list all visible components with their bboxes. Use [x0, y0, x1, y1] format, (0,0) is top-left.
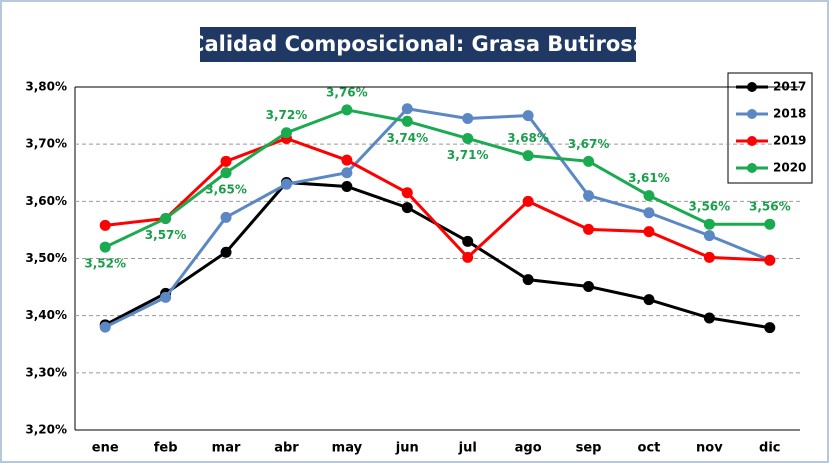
point — [522, 150, 534, 162]
value-label: 3,76% — [326, 85, 368, 99]
point — [462, 112, 474, 124]
point — [220, 211, 232, 223]
x-tick-label: ago — [515, 441, 542, 456]
title-box — [200, 27, 636, 62]
point — [764, 218, 776, 230]
value-label: 3,56% — [749, 200, 791, 214]
point — [703, 218, 715, 230]
legend-box — [727, 72, 813, 184]
point — [643, 226, 655, 238]
value-label: 3,68% — [507, 131, 549, 145]
point — [220, 155, 232, 167]
x-tick-label: nov — [696, 441, 723, 456]
point — [583, 281, 595, 293]
point — [764, 322, 776, 334]
value-label: 3,71% — [447, 148, 489, 162]
point — [583, 223, 595, 235]
y-tick-label: 3,40% — [25, 308, 67, 322]
value-label: 3,74% — [386, 131, 428, 145]
point — [99, 241, 111, 253]
point — [160, 291, 172, 303]
point — [341, 154, 353, 166]
point — [99, 219, 111, 231]
point — [341, 104, 353, 116]
value-label: 3,65% — [205, 182, 247, 196]
point — [160, 212, 172, 224]
value-label: 3,57% — [145, 228, 187, 242]
legend-marker — [747, 163, 757, 173]
point — [462, 132, 474, 144]
y-tick-label: 3,20% — [25, 423, 67, 437]
value-label: 3,56% — [689, 200, 731, 214]
point — [643, 190, 655, 202]
y-tick-label: 3,70% — [25, 137, 67, 151]
point — [522, 110, 534, 122]
y-tick-label: 3,60% — [25, 194, 67, 208]
x-tick-label: ene — [92, 441, 119, 456]
x-tick-label: sep — [576, 441, 602, 456]
point — [522, 274, 534, 286]
point — [280, 178, 292, 190]
value-label: 3,67% — [568, 137, 610, 151]
y-tick-label: 3,50% — [25, 251, 67, 265]
point — [583, 190, 595, 202]
series-line — [104, 107, 771, 329]
y-tick-label: 3,80% — [25, 80, 67, 94]
series-line — [105, 136, 770, 262]
point — [703, 230, 715, 242]
legend-marker — [747, 136, 757, 146]
legend-marker — [747, 109, 757, 119]
point — [401, 187, 413, 199]
x-tick-label: mar — [212, 441, 241, 456]
legend-marker — [747, 82, 757, 92]
point — [462, 235, 474, 247]
point — [341, 180, 353, 192]
legend-label: 2017 — [773, 80, 806, 94]
point — [401, 115, 413, 127]
legend-label: 2018 — [773, 107, 806, 121]
x-tick-label: oct — [638, 441, 661, 456]
x-tick-label: feb — [154, 441, 178, 456]
point — [220, 167, 232, 179]
value-label: 3,72% — [266, 108, 308, 122]
point — [764, 254, 776, 266]
legend-label: 2019 — [773, 134, 806, 148]
value-label: 3,52% — [84, 257, 126, 271]
point — [220, 246, 232, 258]
point — [341, 167, 353, 179]
point — [703, 251, 715, 263]
x-tick-label: abr — [274, 441, 299, 456]
value-label: 3,61% — [628, 171, 670, 185]
x-tick-label: jul — [458, 441, 477, 456]
point — [99, 321, 111, 333]
y-tick-label: 3,30% — [25, 365, 67, 379]
point — [643, 294, 655, 306]
legend-label: 2020 — [773, 161, 806, 175]
chart-title: Calidad Composicional: Grasa Butirosa — [189, 32, 647, 56]
point — [583, 155, 595, 167]
x-tick-label: may — [332, 441, 363, 456]
point — [643, 207, 655, 219]
point — [401, 103, 413, 115]
point — [401, 202, 413, 214]
x-tick-label: jun — [395, 441, 419, 456]
x-tick-label: dic — [759, 441, 780, 456]
point — [280, 127, 292, 139]
point — [522, 195, 534, 207]
point — [703, 312, 715, 324]
series-line — [104, 108, 770, 249]
point — [462, 251, 474, 263]
